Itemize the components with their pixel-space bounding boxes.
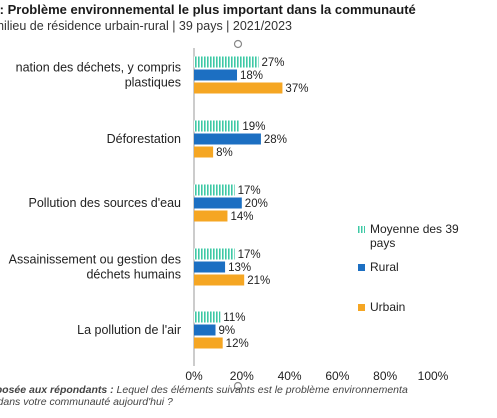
bar-rural-2 [194,197,242,209]
footnote: on posée aux répondants : Lequel des élé… [0,384,408,408]
bar-rural-3 [194,261,226,273]
category-label-3-0: Assainissement ou gestion des [9,253,181,267]
x-tick-label-0: 0% [185,369,203,383]
bar-rural-0 [194,69,238,81]
footnote-bold: on posée aux répondants : [0,384,114,396]
value-label-moyenne-3: 17% [238,249,261,261]
bar-urbain-4 [194,337,223,349]
bar-moyenne-2 [194,184,235,196]
bar-moyenne-1 [194,120,240,132]
category-label-0-0: nation des déchets, y compris [16,61,181,75]
legend-swatch-urbain [358,304,365,311]
legend-label-rural: Rural [370,260,399,274]
category-label-1-0: Déforestation [107,132,181,146]
category-label-4-0: La pollution de l'air [77,323,181,337]
x-tick-label-5: 100% [418,369,449,383]
value-label-rural-2: 20% [245,198,268,210]
value-label-moyenne-0: 27% [262,57,285,69]
value-label-rural-0: 18% [240,70,263,82]
value-label-urbain-4: 12% [226,338,249,350]
category-label-3-1: déchets humains [86,268,181,282]
bar-moyenne-4 [194,311,221,323]
chart-subtitle: r milieu de résidence urbain-rural | 39 … [0,19,292,33]
value-label-rural-4: 9% [219,325,236,337]
value-label-urbain-2: 14% [230,211,253,223]
top-marker [233,39,243,49]
x-tick-label-1: 20% [230,369,254,383]
legend-item-moyenne: Moyenne des 39 pays [358,222,459,256]
bottom-marker [233,381,243,391]
value-label-moyenne-2: 17% [238,185,261,197]
x-tick-label-3: 60% [325,369,349,383]
legend-label-urbain: Urbain [370,300,406,314]
value-label-moyenne-1: 19% [242,121,265,133]
value-label-urbain-1: 8% [216,147,233,159]
chart-legend: Moyenne des 39 pays Rural Urbain [358,222,459,314]
value-label-moyenne-4: 11% [223,312,245,324]
bar-urbain-1 [194,146,214,158]
x-tick-label-4: 80% [373,369,397,383]
bar-urbain-3 [194,274,245,286]
bar-urbain-2 [194,210,228,222]
legend-swatch-rural [358,264,365,271]
legend-swatch-moyenne [358,226,365,233]
legend-label-moyenne-line2: pays [370,236,396,250]
category-label-0-1: plastiques [125,76,181,90]
bar-rural-1 [194,133,261,145]
footnote-line-1: on posée aux répondants : Lequel des élé… [0,384,408,396]
legend-item-rural: Rural [358,260,459,300]
legend-label-moyenne-line1: Moyenne des 39 [370,222,459,236]
bar-urbain-0 [194,82,283,94]
value-label-urbain-3: 21% [247,275,270,287]
chart-title: e 2 : Problème environnemental le plus i… [0,2,416,17]
footnote-text-1: Lequel des éléments suivants est le prob… [113,384,408,396]
footnote-text-2: ant dans votre communauté aujourd'hui ? [0,396,173,408]
value-label-urbain-0: 37% [285,83,308,95]
bar-moyenne-3 [194,248,235,260]
legend-item-urbain: Urbain [358,300,459,314]
x-tick-label-2: 40% [278,369,302,383]
bar-rural-4 [194,324,216,336]
category-label-2-0: Pollution des sources d'eau [29,196,182,210]
bar-moyenne-0 [194,56,259,68]
value-label-rural-1: 28% [264,134,287,146]
value-label-rural-3: 13% [228,262,251,274]
